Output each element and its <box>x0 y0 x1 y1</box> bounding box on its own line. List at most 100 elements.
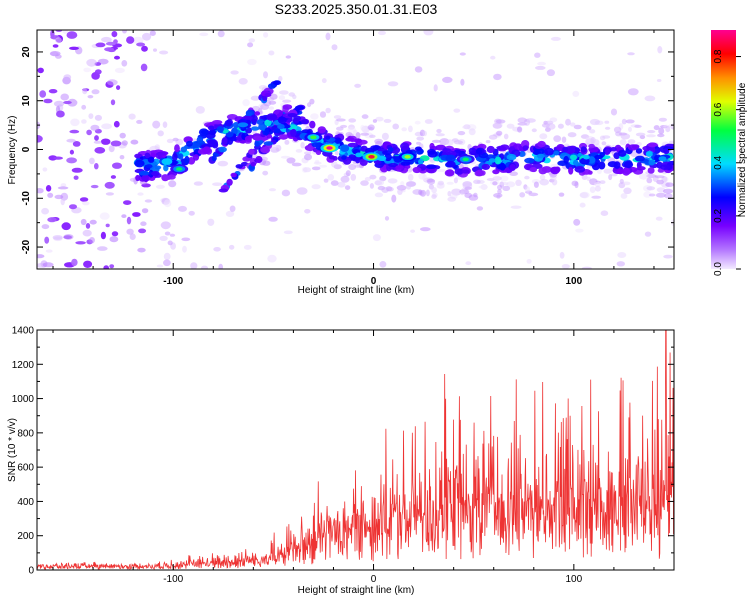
heatmap-cell <box>71 167 83 173</box>
heatmap-cell <box>345 170 351 177</box>
heatmap-cell <box>37 254 45 259</box>
heatmap-ytick-label: 0 <box>21 146 32 152</box>
heatmap-cell <box>188 210 195 216</box>
heatmap-cell <box>644 231 652 237</box>
heatmap-cell <box>373 160 382 165</box>
heatmap-cell <box>446 139 454 146</box>
heatmap-cell <box>44 236 50 244</box>
heatmap-cell <box>387 147 394 153</box>
heatmap-cell <box>243 244 252 250</box>
heatmap-cell <box>620 193 628 199</box>
heatmap-cell <box>647 167 655 174</box>
heatmap-cell <box>137 247 146 253</box>
heatmap-cell <box>565 118 571 126</box>
heatmap-cell <box>340 175 350 183</box>
heatmap-cell <box>190 262 198 269</box>
heatmap-cell <box>374 179 384 186</box>
heatmap-cell <box>539 133 548 140</box>
heatmap-cell <box>267 83 276 89</box>
heatmap-cell <box>569 122 576 127</box>
heatmap-cell <box>589 118 600 126</box>
heatmap-cell <box>553 150 560 156</box>
heatmap-cell <box>608 174 613 181</box>
snr-xtick-label: 0 <box>371 574 377 585</box>
snr-ytick-label: 1200 <box>12 360 35 371</box>
heatmap-cell <box>347 126 357 133</box>
heatmap-cell <box>71 258 78 267</box>
heatmap-cell <box>100 138 111 145</box>
snr-ytick-label: 800 <box>17 428 34 439</box>
heatmap-cell <box>573 218 581 226</box>
heatmap-cell <box>515 179 522 186</box>
heatmap-cell <box>201 265 208 269</box>
heatmap-cell <box>597 168 602 175</box>
heatmap-cell <box>657 133 665 138</box>
heatmap-cell <box>54 194 64 200</box>
heatmap-cell <box>544 147 555 156</box>
heatmap-cell <box>509 171 518 176</box>
heatmap-xtick-label: -100 <box>163 276 183 287</box>
heatmap-cell <box>73 175 79 180</box>
heatmap-cell <box>601 141 607 146</box>
heatmap-cell <box>653 125 660 131</box>
heatmap-cell <box>663 148 670 155</box>
heatmap-cell <box>85 223 91 229</box>
heatmap-cell <box>296 187 308 195</box>
heatmap-cell <box>123 200 132 206</box>
heatmap-cell <box>383 118 392 123</box>
heatmap-cell <box>537 140 546 148</box>
colorbar-tick-label: 0.2 <box>713 209 724 223</box>
heatmap-cell <box>506 181 516 188</box>
heatmap-cell <box>617 252 627 258</box>
heatmap-cell <box>647 142 657 148</box>
heatmap-cell <box>186 140 193 147</box>
heatmap-cell <box>99 212 110 220</box>
heatmap-cell <box>418 158 424 166</box>
heatmap-cell <box>277 123 285 130</box>
heatmap-cell <box>658 127 665 135</box>
heatmap-cell <box>461 169 470 174</box>
heatmap-cell <box>121 140 128 146</box>
heatmap-cell <box>599 180 606 185</box>
heatmap-cell <box>69 204 77 210</box>
heatmap-cell <box>69 46 79 50</box>
heatmap-cell <box>47 192 54 198</box>
heatmap-cell <box>323 178 329 183</box>
heatmap-cell <box>447 190 452 197</box>
heatmap-cell <box>460 190 465 196</box>
heatmap-cell <box>82 201 90 206</box>
heatmap-cell <box>119 132 126 139</box>
heatmap-cell <box>255 155 263 164</box>
heatmap-cell <box>360 132 370 136</box>
heatmap-ytick-label: 20 <box>21 46 32 58</box>
heatmap-ytick-label: -10 <box>21 191 32 206</box>
heatmap-cell <box>206 139 216 145</box>
heatmap-cell <box>237 122 249 128</box>
heatmap-cell <box>534 148 545 155</box>
heatmap-cell <box>519 192 526 198</box>
heatmap-cell <box>238 78 248 85</box>
heatmap-cell <box>553 135 562 143</box>
heatmap-cell <box>110 99 116 106</box>
heatmap-cell <box>317 126 326 134</box>
heatmap-cell <box>93 140 102 144</box>
heatmap-cell <box>503 133 509 140</box>
heatmap-cell <box>295 149 303 153</box>
heatmap-cell <box>453 177 458 184</box>
heatmap-cell <box>464 192 473 198</box>
heatmap-cell <box>157 130 164 137</box>
heatmap-cell <box>105 192 114 196</box>
heatmap-cell <box>496 163 507 170</box>
heatmap-cell <box>643 191 652 198</box>
heatmap-cell <box>374 192 384 198</box>
colorbar-tick-label: 0.8 <box>713 49 724 63</box>
heatmap-cell <box>354 83 361 88</box>
heatmap-cell <box>41 224 50 230</box>
heatmap-cell <box>163 259 171 267</box>
heatmap-cell <box>628 126 632 132</box>
heatmap-cell <box>160 221 171 230</box>
heatmap-ytick-label: -20 <box>21 239 32 254</box>
heatmap-cell <box>90 184 99 189</box>
